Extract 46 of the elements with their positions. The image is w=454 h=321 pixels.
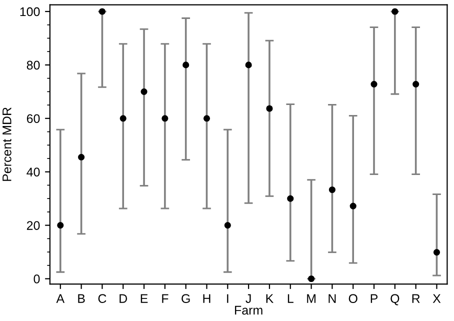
point bbox=[308, 275, 315, 282]
y-tick-label: 40 bbox=[26, 168, 40, 176]
point bbox=[78, 154, 85, 160]
point bbox=[433, 248, 440, 256]
x-tick-label: F bbox=[162, 294, 168, 303]
x-tick-label: G bbox=[182, 294, 190, 303]
point bbox=[392, 8, 398, 15]
point bbox=[140, 88, 148, 95]
x-axis-title: Farm bbox=[235, 306, 262, 315]
x-tick-label: E bbox=[140, 294, 148, 303]
y-tick-label: 80 bbox=[26, 60, 40, 70]
x-tick-label: I bbox=[227, 294, 228, 303]
x-tick-label: L bbox=[288, 294, 294, 303]
point bbox=[98, 8, 106, 15]
point bbox=[203, 115, 210, 122]
x-tick-label: C bbox=[98, 294, 106, 303]
y-tick-label: 100 bbox=[20, 7, 40, 16]
point bbox=[328, 186, 336, 194]
point bbox=[182, 62, 190, 68]
y-tick-label: 60 bbox=[26, 114, 40, 124]
x-tick-label: A bbox=[56, 294, 65, 303]
point bbox=[266, 105, 273, 112]
point bbox=[245, 62, 252, 68]
x-tick-label: Q bbox=[390, 294, 400, 306]
point bbox=[287, 195, 294, 202]
y-tick-label: 20 bbox=[26, 221, 40, 230]
point bbox=[162, 115, 168, 122]
point bbox=[350, 202, 356, 210]
y-axis-title: Percent MDR bbox=[2, 108, 12, 181]
x-tick-label: P bbox=[370, 294, 378, 303]
point bbox=[412, 80, 420, 88]
point bbox=[224, 222, 231, 229]
x-tick-label: B bbox=[78, 294, 85, 303]
x-tick-label: O bbox=[348, 294, 358, 303]
x-tick-label: R bbox=[412, 294, 420, 303]
x-tick-label: M bbox=[307, 294, 316, 303]
x-tick-label: N bbox=[328, 294, 336, 303]
x-tick-label: X bbox=[432, 294, 441, 303]
x-tick-label: J bbox=[246, 294, 251, 303]
point bbox=[120, 115, 126, 122]
point bbox=[57, 222, 64, 229]
x-tick-label: K bbox=[266, 294, 274, 303]
x-tick-label: D bbox=[120, 294, 128, 303]
point bbox=[370, 80, 378, 88]
x-tick-label: H bbox=[203, 294, 210, 303]
y-tick-label: 0 bbox=[34, 274, 40, 284]
